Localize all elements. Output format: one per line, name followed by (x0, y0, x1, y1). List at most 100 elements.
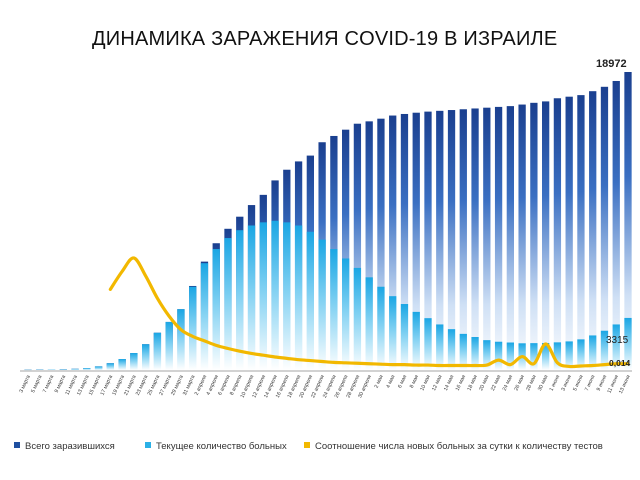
bar-current-27 (342, 258, 350, 370)
bar-current-15 (200, 263, 209, 370)
bar-current-47 (577, 339, 585, 370)
bar-current-51 (624, 317, 632, 370)
bar-current-31 (389, 296, 397, 370)
bar-current-8 (118, 359, 126, 370)
bar-current-30 (377, 286, 385, 370)
x-tick-label: 12 мая (431, 374, 443, 392)
legend-item-current: Текущее количество больных (145, 441, 287, 452)
bar-total-47 (577, 95, 585, 371)
bar-total-35 (436, 110, 444, 370)
x-tick-label: 10 мая (419, 374, 431, 392)
bar-current-40 (494, 341, 503, 370)
bar-current-3 (59, 369, 67, 370)
bar-total-28 (353, 123, 362, 371)
bar-total-38 (471, 108, 479, 370)
bar-total-46 (565, 96, 573, 370)
x-tick-label: 7 июня (584, 374, 597, 392)
bar-total-30 (377, 118, 385, 371)
annotation-current-last: 3315 (606, 335, 629, 346)
bar-total-44 (542, 101, 550, 371)
bar-current-34 (424, 318, 432, 370)
legend-swatch-ratio (304, 442, 310, 449)
x-tick-label: 18 мая (466, 374, 478, 392)
bar-current-24 (306, 231, 314, 370)
bar-current-33 (412, 311, 420, 370)
bar-current-20 (259, 222, 267, 370)
bar-current-1 (36, 369, 44, 371)
x-tick-label: 24 мая (502, 374, 514, 392)
bar-current-28 (353, 267, 362, 370)
bar-current-46 (565, 341, 573, 370)
bar-current-2 (47, 369, 56, 371)
x-tick-label: 3 июня (560, 374, 573, 392)
x-tick-label: 22 мая (490, 374, 502, 392)
bar-total-32 (400, 113, 409, 370)
bar-current-41 (506, 342, 514, 370)
bar-current-48 (589, 335, 597, 370)
x-tick-label: 9 июня (596, 374, 609, 392)
bar-current-25 (318, 239, 326, 370)
x-tick-label: 8 мая (409, 374, 420, 389)
bar-current-49 (600, 330, 609, 370)
legend-label-total: Всего заразившихся (25, 441, 115, 452)
x-tick-label: 4 мая (385, 374, 396, 389)
legend: Всего заразившихся Текущее количество бо… (14, 441, 630, 455)
bar-total-39 (483, 107, 491, 370)
bar-current-19 (247, 225, 256, 370)
bar-current-7 (106, 363, 114, 370)
bar-total-43 (530, 102, 538, 370)
bar-current-10 (142, 344, 150, 370)
legend-item-total: Всего заразившихся (14, 441, 115, 452)
bar-current-29 (365, 277, 373, 370)
bar-current-21 (271, 220, 279, 370)
bar-current-22 (283, 222, 291, 370)
bar-total-34 (424, 111, 432, 371)
series-total-bars (24, 72, 632, 371)
legend-label-current: Текущее количество больных (156, 441, 287, 452)
bar-total-40 (494, 106, 503, 371)
bar-total-37 (459, 109, 467, 370)
x-tick-label: 1 июня (549, 374, 562, 392)
x-tick-label: 26 мая (514, 374, 526, 392)
bar-current-18 (236, 230, 244, 370)
bar-current-45 (553, 342, 562, 370)
bar-total-36 (447, 110, 456, 370)
bar-total-50 (612, 80, 620, 370)
bar-current-39 (483, 340, 491, 370)
bar-current-36 (447, 329, 456, 370)
bar-current-11 (153, 332, 162, 370)
bar-total-29 (365, 121, 373, 370)
bar-current-16 (212, 249, 220, 370)
bar-current-14 (189, 286, 197, 370)
bar-total-48 (589, 91, 597, 370)
bar-current-43 (530, 343, 538, 370)
series-ratio-line (108, 256, 630, 369)
bar-current-12 (165, 321, 173, 370)
x-tick-label: 20 мая (478, 374, 490, 392)
bar-current-9 (130, 353, 138, 370)
x-tick-label: 2 мая (374, 374, 385, 389)
annotation-ratio-last: 0,014 (609, 358, 631, 368)
bar-current-32 (400, 304, 409, 370)
bar-total-42 (518, 104, 526, 371)
bar-current-17 (224, 238, 232, 370)
legend-item-ratio: Соотношение числа новых больных за сутки… (304, 441, 603, 452)
bar-current-6 (94, 366, 103, 370)
x-tick-label: 28 мая (525, 374, 537, 392)
x-tick-label: 16 мая (455, 374, 467, 392)
legend-swatch-current (145, 442, 151, 449)
bar-current-13 (177, 309, 185, 370)
bar-total-51 (624, 72, 632, 370)
x-tick-label: 6 мая (397, 374, 408, 389)
bar-current-4 (71, 368, 79, 370)
bar-total-33 (412, 112, 420, 371)
bar-current-44 (542, 342, 550, 370)
annotation-total-last: 18972 (596, 58, 627, 70)
bar-current-5 (83, 368, 91, 370)
bar-current-38 (471, 337, 479, 370)
bar-total-41 (506, 106, 514, 371)
bar-current-0 (24, 369, 32, 371)
